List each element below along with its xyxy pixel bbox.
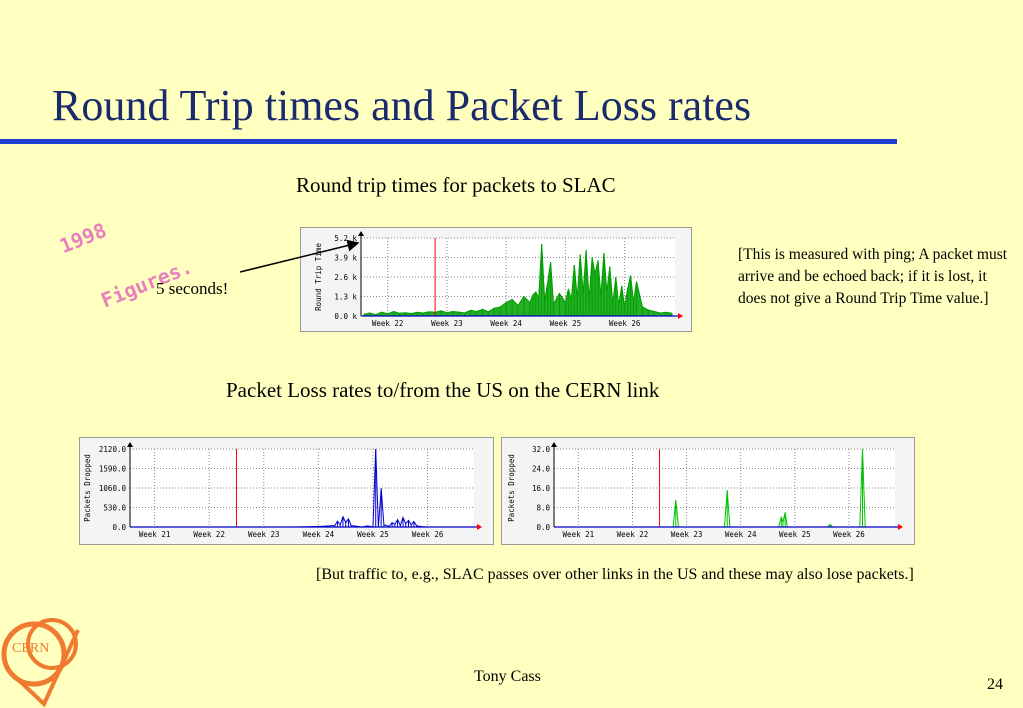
y-axis-label: Packets Dropped xyxy=(507,454,516,522)
x-tick-label: Week 26 xyxy=(609,319,641,328)
y-axis-arrow xyxy=(358,231,364,236)
x-axis-arrow xyxy=(477,524,482,530)
bottom-note: [But traffic to, e.g., SLAC passes over … xyxy=(316,566,914,583)
y-axis-label: Packets Dropped xyxy=(83,454,92,522)
loss-us-chart: 0.0 530.0 1060.0 1590.0 2120.0 Week 21 Week 22… xyxy=(79,437,494,545)
x-tick-label: Week 22 xyxy=(193,530,225,539)
page-number: 24 xyxy=(987,676,1003,693)
x-tick-label: Week 26 xyxy=(412,530,444,539)
loss-caption: Packet Loss rates to/from the US on the … xyxy=(226,378,660,402)
y-tick-label: 2.6 k xyxy=(334,273,357,282)
y-tick-label: 5.2 k xyxy=(334,234,357,243)
x-tick-label: Week 24 xyxy=(490,319,522,328)
slide-title: Round Trip times and Packet Loss rates xyxy=(52,81,752,130)
y-tick-label: 16.0 xyxy=(532,484,551,493)
x-tick-label: Week 21 xyxy=(139,530,171,539)
y-axis-arrow xyxy=(551,442,557,447)
x-axis-arrow xyxy=(898,524,903,530)
logo-text: CERN xyxy=(12,641,49,656)
plot-area xyxy=(554,449,895,527)
y-tick-label: 1060.0 xyxy=(99,484,127,493)
y-tick-label: 530.0 xyxy=(103,504,126,513)
y-tick-label: 1.3 k xyxy=(334,293,357,302)
x-tick-label: Week 22 xyxy=(617,530,649,539)
rtt-caption: Round trip times for packets to SLAC xyxy=(296,173,616,197)
y-tick-label: 32.0 xyxy=(532,445,551,454)
rtt-chart-svg: 0.0 k 1.3 k 2.6 k 3.9 k 5.2 k Week 22 Week 23 W… xyxy=(314,231,683,328)
loss-us-chart-svg: 0.0 530.0 1060.0 1590.0 2120.0 Week 21 Week 22… xyxy=(83,442,482,539)
y-axis-arrow xyxy=(127,442,133,447)
x-tick-label: Week 26 xyxy=(833,530,865,539)
year-stamp: 1998 Figures. xyxy=(40,153,204,339)
y-tick-label: 1590.0 xyxy=(99,465,127,474)
rtt-note: [This is measured with ping; A packet mu… xyxy=(738,246,1008,307)
x-axis-arrow xyxy=(678,313,683,319)
y-tick-label: 2120.0 xyxy=(99,445,127,454)
series-line xyxy=(556,448,893,528)
x-tick-label: Week 21 xyxy=(563,530,595,539)
loss-other-chart-svg: 0.0 8.0 16.0 24.0 32.0 Week 21 Week 22 Week 23 W… xyxy=(507,442,903,539)
author: Tony Cass xyxy=(474,668,541,685)
loss-other-chart: 0.0 8.0 16.0 24.0 32.0 Week 21 Week 22 Week 23 W… xyxy=(501,437,915,545)
x-tick-label: Week 25 xyxy=(357,530,389,539)
cern-logo: CERN xyxy=(1,618,80,708)
x-tick-label: Week 23 xyxy=(431,319,463,328)
x-tick-label: Week 23 xyxy=(671,530,703,539)
stamp-line-1: 1998 xyxy=(56,217,110,259)
y-tick-label: 0.0 xyxy=(536,523,550,532)
y-tick-label: 3.9 k xyxy=(334,254,357,263)
x-tick-label: Week 25 xyxy=(550,319,582,328)
y-tick-label: 0.0 k xyxy=(334,312,357,321)
x-tick-label: Week 24 xyxy=(725,530,757,539)
title-underline xyxy=(0,139,897,144)
y-axis-label: Round Trip Time xyxy=(314,243,323,311)
five-seconds-label: 5 seconds! xyxy=(156,279,229,298)
x-tick-label: Week 23 xyxy=(248,530,280,539)
rtt-chart: 0.0 k 1.3 k 2.6 k 3.9 k 5.2 k Week 22 Week 23 W… xyxy=(300,227,692,332)
x-tick-label: Week 25 xyxy=(779,530,811,539)
x-tick-label: Week 22 xyxy=(372,319,404,328)
y-tick-label: 0.0 xyxy=(112,523,126,532)
y-tick-label: 8.0 xyxy=(536,504,550,513)
x-tick-label: Week 24 xyxy=(303,530,335,539)
y-tick-label: 24.0 xyxy=(532,465,551,474)
